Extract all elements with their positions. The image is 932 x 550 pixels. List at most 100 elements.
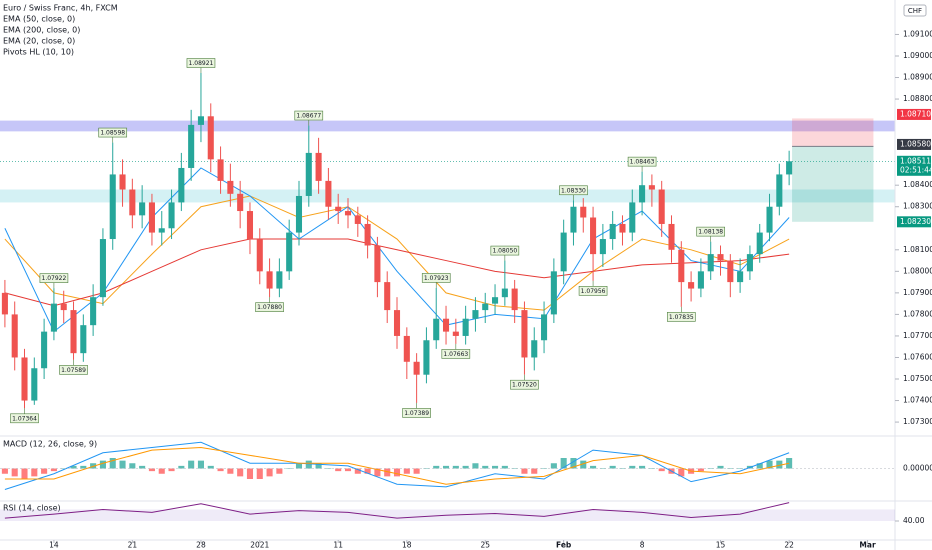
macd-histogram-bar [148, 468, 155, 472]
macd-histogram-bar [41, 468, 48, 474]
macd-histogram-bar [295, 463, 303, 469]
macd-histogram-bar [678, 468, 685, 477]
macd-histogram-bar [442, 465, 450, 469]
pivot-box [510, 379, 539, 390]
y-tick-label: 1.09100 [903, 29, 932, 38]
zone [0, 189, 895, 203]
macd-histogram-bar [492, 465, 499, 469]
price-badge [897, 155, 931, 176]
candle-body [21, 357, 28, 401]
pivot-label: 1.08677 [296, 113, 321, 120]
candle-body [570, 206, 577, 233]
macd-histogram-bar [531, 468, 538, 474]
candle-body [786, 161, 793, 175]
candle-body [717, 254, 724, 261]
macd-histogram-bar [197, 460, 204, 469]
pivot-box [441, 349, 471, 359]
macd-histogram-bar [511, 468, 518, 469]
pivot-label: 1.07389 [404, 410, 429, 417]
candle-body [276, 271, 283, 289]
candle-body [462, 318, 469, 336]
macd-histogram-bar [31, 468, 38, 477]
candle-body [315, 152, 322, 181]
macd-histogram-bar [364, 468, 371, 474]
candle-body [550, 271, 557, 315]
macd-histogram-bar [354, 468, 361, 474]
macd-histogram-bar [580, 460, 587, 469]
pivot-label: 1.07922 [42, 275, 67, 282]
candle-body [139, 202, 146, 216]
candle-body [707, 254, 714, 272]
candle-body [541, 314, 548, 341]
x-tick-label: 15 [716, 541, 726, 550]
macd-histogram-bar [256, 468, 263, 479]
macd-histogram-bar [462, 465, 469, 469]
candle-body [344, 211, 352, 216]
candle-body [374, 245, 381, 283]
ema-legend: EMA (200, close, 0) [3, 26, 80, 35]
y-tick-label: 1.08100 [903, 245, 932, 254]
candle-body [325, 180, 332, 207]
price-pane: 1.07922 1.08598 1.08921 1.08677 1.07923 1.080… [0, 58, 895, 424]
y-tick-label: 1.08800 [903, 94, 932, 103]
currency-box[interactable] [903, 4, 927, 17]
macd-histogram-bar [90, 463, 97, 469]
candle-body [737, 271, 744, 283]
candle-body [188, 124, 195, 168]
price-badge [897, 216, 931, 228]
pivot-label: 1.07589 [61, 367, 86, 374]
candle-body [286, 232, 293, 272]
x-tick-label: Feb [556, 541, 572, 550]
candle-body [678, 249, 685, 283]
price-badge [897, 108, 931, 120]
candle-body [590, 217, 597, 255]
candle-body [746, 254, 753, 272]
candle-body [129, 189, 136, 216]
y-tick-label: 1.07600 [903, 352, 932, 361]
macd-histogram-bar [609, 465, 616, 469]
macd-histogram-bar [501, 465, 508, 469]
candle-body [384, 282, 391, 311]
macd-histogram-bar [129, 463, 136, 469]
candle-body [433, 318, 440, 341]
candle-body [403, 335, 410, 362]
candle-body [237, 193, 244, 212]
macd-legend: MACD (12, 26, close, 9) [3, 440, 97, 449]
candle-body [1, 292, 8, 315]
y-tick-label: 1.07700 [903, 331, 932, 340]
macd-histogram-bar [50, 468, 57, 472]
macd-histogram-bar [433, 465, 440, 469]
x-tick-label: 18 [402, 541, 412, 550]
macd-histogram-bar [452, 465, 459, 469]
candle-body [423, 340, 430, 375]
candle-body [99, 239, 106, 298]
currency-label: CHF [908, 7, 922, 15]
pivot-box [421, 273, 451, 283]
macd-histogram-bar [60, 468, 67, 469]
candle-body [658, 189, 665, 224]
pivot-box [294, 110, 324, 121]
candle-body [688, 282, 695, 289]
signal-line [4, 446, 790, 485]
y-tick-label: 1.08400 [903, 180, 932, 189]
candle-body [217, 159, 224, 181]
macd-histogram-bar [570, 458, 577, 469]
macd-histogram-bar [109, 458, 116, 469]
macd-histogram-bar [99, 460, 106, 469]
candle-body [80, 325, 87, 354]
zone [0, 120, 895, 132]
macd-histogram-bar [521, 468, 528, 474]
ema-legend: EMA (20, close, 0) [3, 37, 75, 46]
candle-body [442, 318, 450, 332]
pivot-box [98, 127, 128, 138]
candle-body [31, 368, 38, 401]
macd-histogram-bar [335, 468, 342, 472]
macd-histogram-bar [639, 465, 646, 469]
y-tick-label: 1.08000 [903, 266, 932, 275]
macd-histogram-bar [178, 465, 185, 469]
pivot-label: 1.07923 [424, 275, 449, 282]
candle-body [393, 310, 401, 336]
macd-histogram-bar [648, 468, 655, 469]
rsi-legend: RSI (14, close) [3, 504, 61, 513]
